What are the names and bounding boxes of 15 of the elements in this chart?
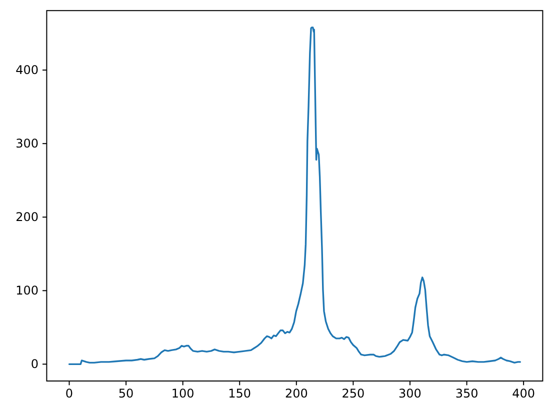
x-tick-label: 250 xyxy=(342,386,365,401)
y-tick-label: 100 xyxy=(16,283,38,298)
x-tick-label: 150 xyxy=(228,386,252,401)
x-tick-label: 350 xyxy=(455,386,478,401)
y-tick-label: 0 xyxy=(30,357,38,372)
x-tick-label: 400 xyxy=(512,386,536,401)
x-tick-label: 50 xyxy=(118,386,134,401)
x-tick-label: 200 xyxy=(284,386,308,401)
line-series xyxy=(68,26,522,366)
y-tick-label: 400 xyxy=(16,62,38,77)
x-tick-label: 100 xyxy=(171,386,194,401)
y-tick-label: 200 xyxy=(16,210,38,224)
y-tick-label: 300 xyxy=(16,136,38,150)
x-tick-label: 300 xyxy=(398,386,422,401)
x-tick-label: 0 xyxy=(65,386,74,401)
